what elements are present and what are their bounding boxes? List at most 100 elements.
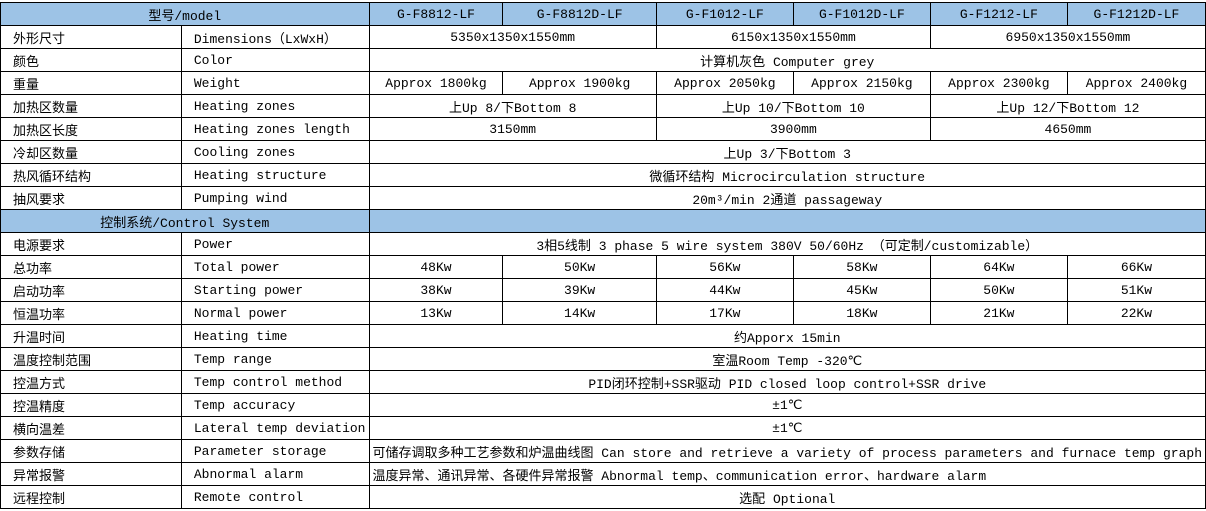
spec-value: 39Kw bbox=[502, 278, 657, 302]
table-row: 控温方式 Temp control method PID闭环控制+SSR驱动 PID… bbox=[0, 370, 1206, 394]
label-zh: 温度控制范围 bbox=[0, 347, 182, 371]
spec-value: Approx 2400kg bbox=[1066, 71, 1206, 95]
spec-value: Approx 2150kg bbox=[792, 71, 931, 95]
table-row: 升温时间 Heating time 约Apporx 15min bbox=[0, 324, 1206, 348]
label-en: Lateral temp deviation bbox=[180, 416, 370, 440]
label-zh: 控温方式 bbox=[0, 370, 182, 394]
spec-value: 6950x1350x1550mm bbox=[929, 25, 1206, 49]
spec-value: 18Kw bbox=[792, 301, 931, 325]
label-zh: 异常报警 bbox=[0, 462, 182, 486]
spec-value: 约Apporx 15min bbox=[368, 324, 1206, 348]
label-en: Heating time bbox=[180, 324, 370, 348]
label-en: Heating zones length bbox=[180, 117, 370, 141]
table-row: 横向温差 Lateral temp deviation ±1℃ bbox=[0, 416, 1206, 440]
spec-value: 56Kw bbox=[655, 255, 794, 279]
spec-value: 38Kw bbox=[368, 278, 504, 302]
label-zh: 加热区数量 bbox=[0, 94, 182, 118]
table-row: 型号/model G-F8812-LF G-F8812D-LF G-F1012-LF G… bbox=[0, 2, 1206, 26]
label-en: Abnormal alarm bbox=[180, 462, 370, 486]
label-en: Temp accuracy bbox=[180, 393, 370, 417]
model-name: G-F1212D-LF bbox=[1066, 2, 1206, 26]
table-row: 加热区数量 Heating zones 上Up 8/下Bottom 8 上Up 10/… bbox=[0, 94, 1206, 118]
label-zh: 热风循环结构 bbox=[0, 163, 182, 187]
spec-value: Approx 1900kg bbox=[502, 71, 657, 95]
spec-value: 温度异常、通讯异常、各硬件异常报警 Abnormal temp、communic… bbox=[368, 462, 1206, 486]
table-row: 恒温功率 Normal power 13Kw 14Kw 17Kw 18Kw 21Kw 22Kw bbox=[0, 301, 1206, 325]
table-row: 控制系统/Control System bbox=[0, 209, 1206, 233]
label-en: Heating structure bbox=[180, 163, 370, 187]
spec-value: 21Kw bbox=[929, 301, 1068, 325]
spec-value: 51Kw bbox=[1066, 278, 1206, 302]
table-row: 外形尺寸 Dimensions（LxWxH） 5350x1350x1550mm 615… bbox=[0, 25, 1206, 49]
label-zh: 颜色 bbox=[0, 48, 182, 72]
table-row: 启动功率 Starting power 38Kw 39Kw 44Kw 45Kw 50Kw 51… bbox=[0, 278, 1206, 302]
label-zh: 电源要求 bbox=[0, 232, 182, 256]
label-zh: 启动功率 bbox=[0, 278, 182, 302]
spec-value: 上Up 10/下Bottom 10 bbox=[655, 94, 931, 118]
section-title: 控制系统/Control System bbox=[0, 209, 370, 233]
spec-value: Approx 1800kg bbox=[368, 71, 504, 95]
table-row: 抽风要求 Pumping wind 20m³/min 2通道 passageway bbox=[0, 186, 1206, 210]
label-zh: 重量 bbox=[0, 71, 182, 95]
label-zh: 总功率 bbox=[0, 255, 182, 279]
table-row: 远程控制 Remote control 选配 Optional bbox=[0, 485, 1206, 509]
label-zh: 抽风要求 bbox=[0, 186, 182, 210]
spec-value: 22Kw bbox=[1066, 301, 1206, 325]
spec-value: 上Up 8/下Bottom 8 bbox=[368, 94, 657, 118]
spec-value: 66Kw bbox=[1066, 255, 1206, 279]
spec-value: 50Kw bbox=[502, 255, 657, 279]
table-row: 参数存储 Parameter storage 可储存调取多种工艺参数和炉温曲线图 C… bbox=[0, 439, 1206, 463]
spec-value: 20m³/min 2通道 passageway bbox=[368, 186, 1206, 210]
label-zh: 横向温差 bbox=[0, 416, 182, 440]
label-zh: 控温精度 bbox=[0, 393, 182, 417]
label-en: Normal power bbox=[180, 301, 370, 325]
model-name: G-F1012-LF bbox=[655, 2, 794, 26]
spec-value: 13Kw bbox=[368, 301, 504, 325]
label-en: Total power bbox=[180, 255, 370, 279]
label-zh: 恒温功率 bbox=[0, 301, 182, 325]
label-en: Pumping wind bbox=[180, 186, 370, 210]
header-label: 型号/model bbox=[0, 2, 370, 26]
spec-value: 50Kw bbox=[929, 278, 1068, 302]
model-name: G-F1212-LF bbox=[929, 2, 1068, 26]
spec-value: 3900mm bbox=[655, 117, 931, 141]
table-row: 电源要求 Power 3相5线制 3 phase 5 wire system 380… bbox=[0, 232, 1206, 256]
spec-value: Approx 2300kg bbox=[929, 71, 1068, 95]
spec-value: 4650mm bbox=[929, 117, 1206, 141]
label-en: Power bbox=[180, 232, 370, 256]
table-row: 冷却区数量 Cooling zones 上Up 3/下Bottom 3 bbox=[0, 140, 1206, 164]
table-row: 颜色 Color 计算机灰色 Computer grey bbox=[0, 48, 1206, 72]
spec-value: 上Up 3/下Bottom 3 bbox=[368, 140, 1206, 164]
spec-value: 44Kw bbox=[655, 278, 794, 302]
table-row: 控温精度 Temp accuracy ±1℃ bbox=[0, 393, 1206, 417]
spec-value: 3相5线制 3 phase 5 wire system 380V 50/60Hz… bbox=[368, 232, 1206, 256]
label-en: Dimensions（LxWxH） bbox=[180, 25, 370, 49]
spec-value: 45Kw bbox=[792, 278, 931, 302]
spec-value: PID闭环控制+SSR驱动 PID closed loop control+SS… bbox=[368, 370, 1206, 394]
model-name: G-F8812D-LF bbox=[502, 2, 657, 26]
table-row: 温度控制范围 Temp range 室温Room Temp -320℃ bbox=[0, 347, 1206, 371]
model-name: G-F1012D-LF bbox=[792, 2, 931, 26]
label-en: Color bbox=[180, 48, 370, 72]
model-name: G-F8812-LF bbox=[368, 2, 504, 26]
spec-value: 5350x1350x1550mm bbox=[368, 25, 657, 49]
label-en: Weight bbox=[180, 71, 370, 95]
spec-value: 可储存调取多种工艺参数和炉温曲线图 Can store and retrieve… bbox=[368, 439, 1206, 463]
label-zh: 加热区长度 bbox=[0, 117, 182, 141]
spec-value: 58Kw bbox=[792, 255, 931, 279]
label-en: Temp range bbox=[180, 347, 370, 371]
spec-value: ±1℃ bbox=[368, 393, 1206, 417]
table-row: 异常报警 Abnormal alarm 温度异常、通讯异常、各硬件异常报警 Abno… bbox=[0, 462, 1206, 486]
label-zh: 远程控制 bbox=[0, 485, 182, 509]
section-fill bbox=[368, 209, 1206, 233]
spec-value: 64Kw bbox=[929, 255, 1068, 279]
label-zh: 外形尺寸 bbox=[0, 25, 182, 49]
spec-value: Approx 2050kg bbox=[655, 71, 794, 95]
spec-value: 48Kw bbox=[368, 255, 504, 279]
label-en: Heating zones bbox=[180, 94, 370, 118]
label-zh: 升温时间 bbox=[0, 324, 182, 348]
label-en: Remote control bbox=[180, 485, 370, 509]
table-row: 重量 Weight Approx 1800kg Approx 1900kg Approx… bbox=[0, 71, 1206, 95]
